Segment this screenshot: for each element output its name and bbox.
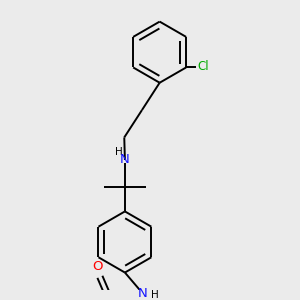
Text: N: N xyxy=(138,287,148,300)
Text: O: O xyxy=(92,260,103,273)
Text: H: H xyxy=(151,290,158,300)
Text: Cl: Cl xyxy=(197,60,209,73)
Text: H: H xyxy=(115,147,122,158)
Text: N: N xyxy=(120,153,130,167)
